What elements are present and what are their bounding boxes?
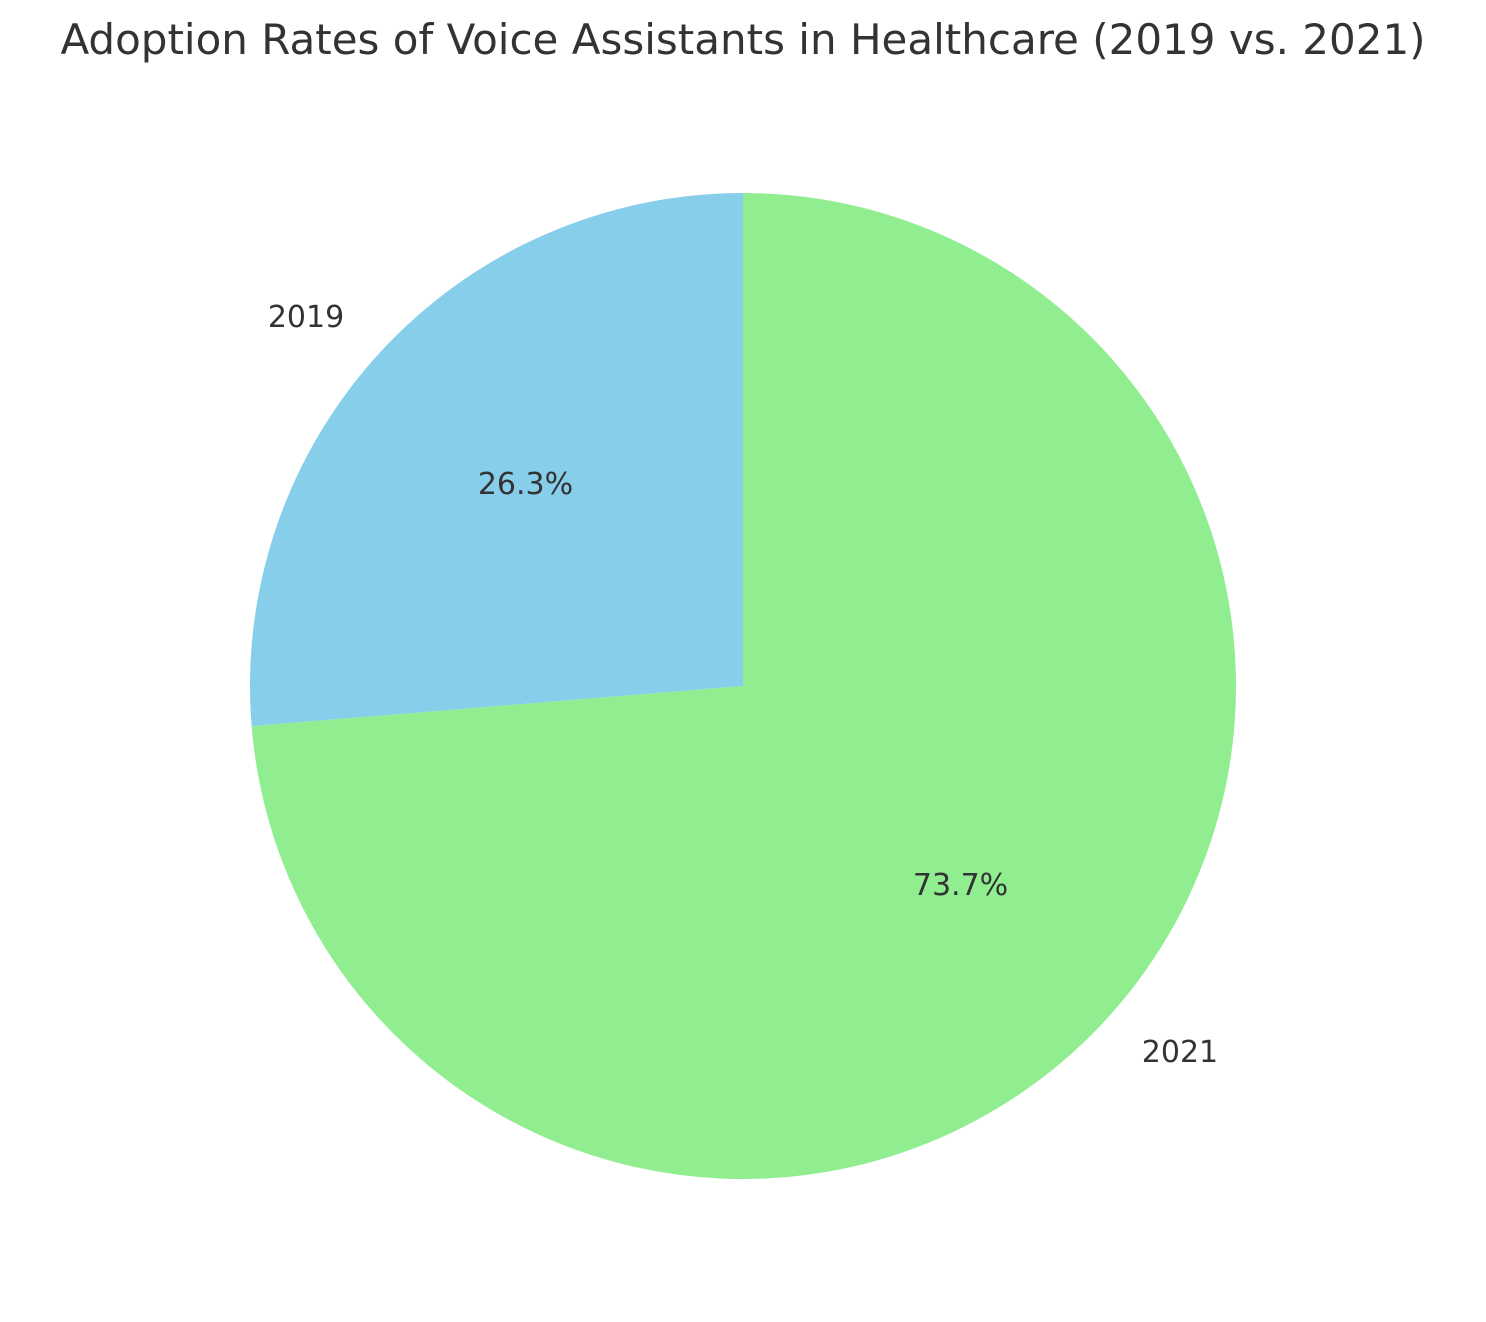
pie-slice-2019 (250, 193, 743, 727)
slice-label-2021: 2021 (1142, 1035, 1218, 1070)
pie-slices (250, 193, 1237, 1179)
pie-labels: 2019 26.3% 2021 73.7% (268, 300, 1218, 1070)
slice-percentage-2019: 26.3% (478, 467, 573, 502)
chart-title: Adoption Rates of Voice Assistants in He… (60, 15, 1425, 64)
slice-percentage-2021: 73.7% (913, 868, 1008, 903)
slice-label-2019: 2019 (268, 300, 344, 335)
pie-slice-2021 (251, 193, 1237, 1179)
